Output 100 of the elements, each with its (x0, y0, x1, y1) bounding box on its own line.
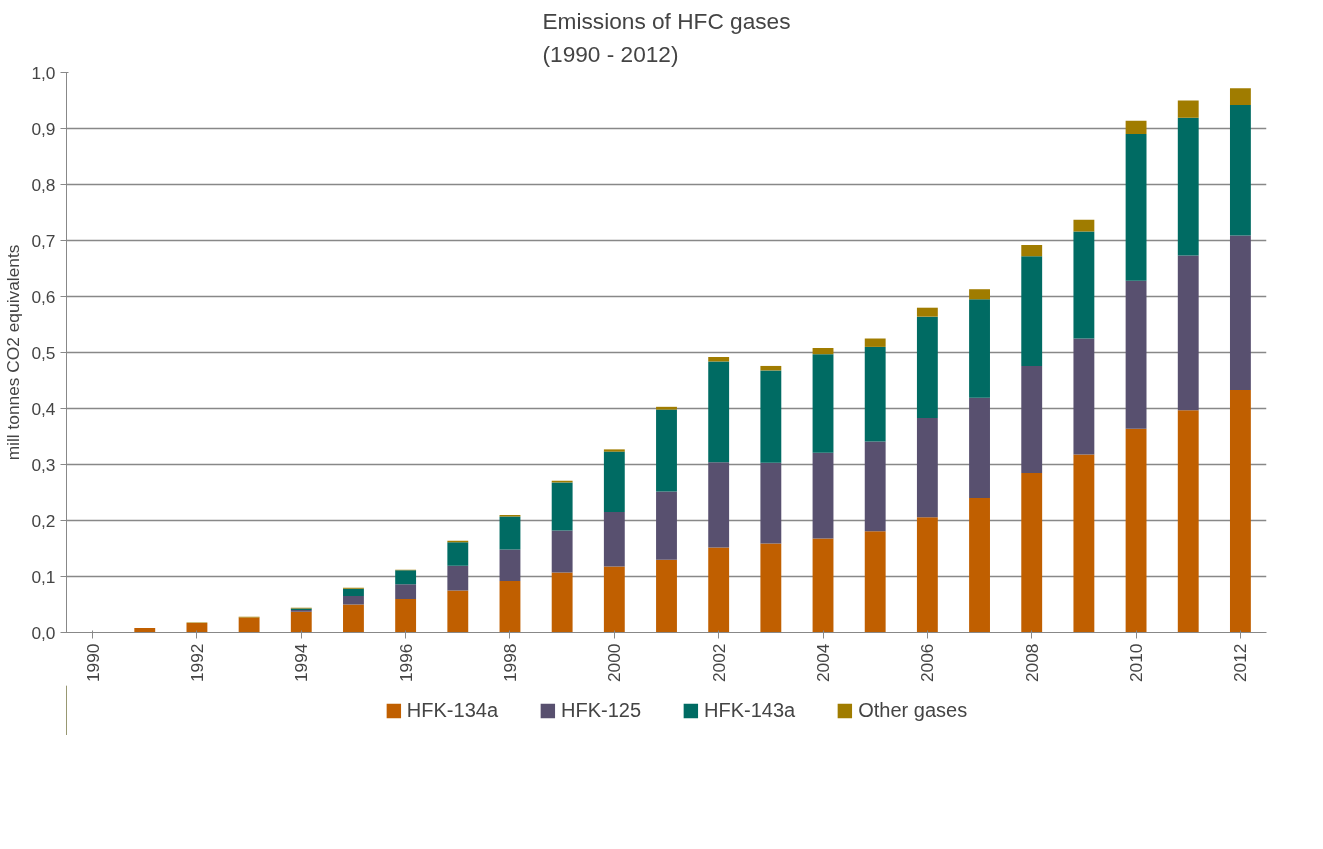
bar (916, 307, 938, 317)
bar (343, 596, 364, 605)
bar (134, 628, 156, 633)
bar (1125, 280, 1147, 429)
bar (708, 462, 730, 548)
y-tick-label: 0,9 (31, 118, 56, 139)
bar (551, 530, 573, 573)
bar (916, 418, 938, 518)
bar (760, 462, 782, 544)
bar (864, 531, 886, 633)
bar (1125, 120, 1147, 135)
bar (864, 441, 886, 532)
bar (1229, 390, 1251, 633)
bar (1229, 104, 1251, 236)
bar (499, 549, 521, 581)
bar (395, 598, 417, 633)
bar (1021, 256, 1043, 366)
bar (499, 580, 521, 633)
bar (186, 622, 208, 633)
bar (969, 498, 990, 633)
y-axis-title: mill tonnes CO2 equivalents (3, 244, 24, 461)
bar (447, 542, 469, 566)
bar (864, 338, 886, 347)
bar (656, 409, 677, 492)
y-tick-label: 0,0 (31, 622, 56, 643)
bar (812, 354, 834, 453)
legend-label: HFK-125 (561, 698, 642, 722)
y-tick-label: 0,8 (31, 174, 56, 195)
x-tick-label: 1992 (186, 643, 207, 683)
bar (499, 516, 521, 550)
legend-label: HFK-143a (704, 698, 796, 722)
bar (969, 299, 990, 398)
y-tick-label: 0,1 (31, 566, 56, 587)
bar (760, 370, 782, 463)
y-tick-label: 0,5 (31, 342, 56, 363)
bar (1021, 365, 1043, 473)
bar (395, 570, 417, 585)
y-tick-label: 1,0 (31, 62, 56, 83)
bar (1177, 255, 1199, 411)
bar (603, 566, 625, 633)
bar (395, 584, 417, 599)
chart-title: Emissions of HFC gases (1990 - 2012) (542, 7, 791, 68)
x-tick-label: 2002 (708, 643, 729, 683)
bar (656, 491, 677, 560)
x-tick-label: 2010 (1126, 643, 1147, 683)
x-tick-label: 1998 (499, 643, 520, 683)
bar (708, 361, 730, 463)
bar (969, 289, 990, 300)
bar (656, 406, 677, 410)
y-tick-label: 0,4 (31, 398, 56, 419)
bar (603, 451, 625, 513)
bar (1073, 231, 1095, 339)
bar (1125, 428, 1147, 633)
bar (1021, 472, 1043, 633)
bar (290, 611, 312, 633)
bar (916, 517, 938, 633)
y-tick-label: 0,6 (31, 286, 56, 307)
bar (864, 346, 886, 442)
bar (1073, 454, 1095, 633)
legend-label: Other gases (858, 698, 968, 722)
y-tick-label: 0,7 (31, 230, 56, 251)
x-tick-label: 2012 (1230, 643, 1251, 683)
bar (812, 348, 834, 355)
x-tick-label: 2008 (1021, 643, 1042, 683)
y-tick-label: 0,3 (31, 454, 56, 475)
bar (1177, 410, 1199, 633)
x-tick-label: 1994 (291, 643, 312, 683)
x-tick-label: 1996 (395, 643, 416, 683)
bar (916, 316, 938, 419)
bar (238, 617, 260, 633)
bar (1125, 134, 1147, 281)
bar (447, 590, 469, 633)
bar (551, 572, 573, 633)
x-tick-label: 2004 (813, 643, 834, 683)
bar (812, 452, 834, 539)
bar (708, 356, 730, 362)
bar (1073, 338, 1095, 455)
bar (1073, 219, 1095, 232)
bar (343, 588, 364, 597)
bar (1177, 117, 1199, 256)
bar (603, 512, 625, 567)
bar (656, 559, 677, 633)
bar (760, 365, 782, 371)
bar (1229, 88, 1251, 105)
bar (343, 604, 364, 633)
bar (760, 543, 782, 633)
bar (1229, 235, 1251, 391)
bar (1177, 100, 1199, 118)
bar (708, 547, 730, 633)
y-tick-label: 0,2 (31, 510, 56, 531)
bar (551, 482, 573, 531)
x-tick-label: 2006 (917, 643, 938, 683)
x-tick-label: 2000 (604, 643, 625, 683)
x-tick-label: 1990 (82, 643, 103, 683)
bar (1021, 244, 1043, 257)
bar (969, 397, 990, 499)
bar (447, 565, 469, 591)
bar (603, 449, 625, 452)
bar (812, 538, 834, 633)
legend-label: HFK-134a (406, 698, 499, 722)
